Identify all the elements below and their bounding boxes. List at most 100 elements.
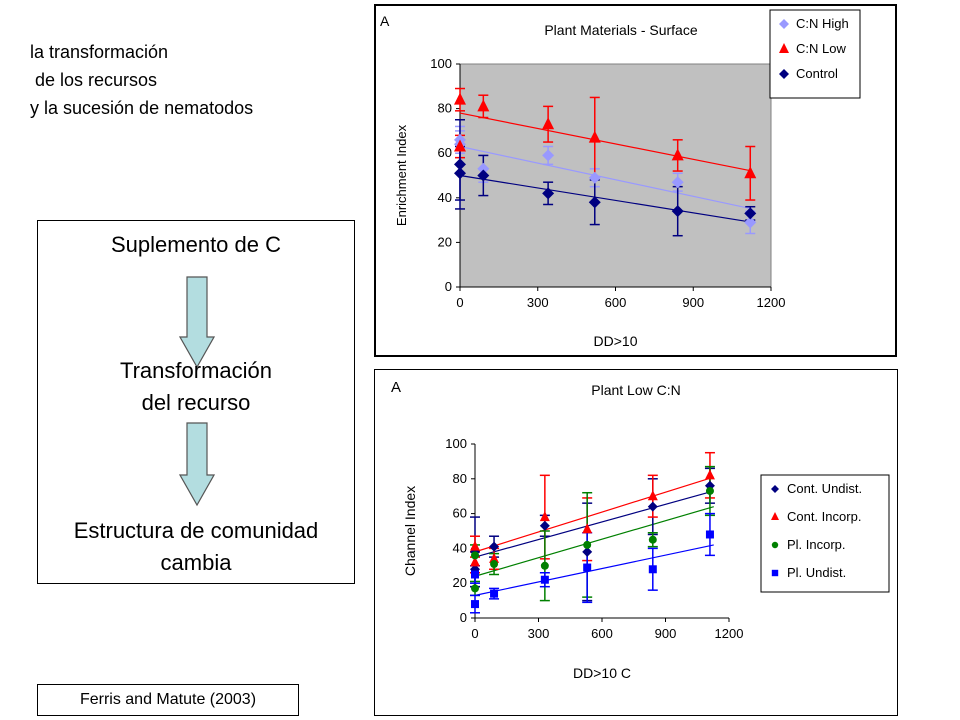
x-tick-label: 900	[682, 295, 704, 310]
trendline	[474, 506, 714, 577]
legend-box	[760, 474, 890, 593]
data-point	[470, 564, 480, 575]
legend-marker	[771, 512, 779, 520]
data-point	[539, 520, 550, 531]
data-point	[671, 205, 684, 218]
legend-label: C:N High	[796, 16, 849, 31]
legend-label: C:N Low	[796, 41, 846, 56]
flow-step-1: Suplemento de C	[111, 232, 281, 257]
data-point	[647, 501, 658, 512]
data-point	[648, 535, 657, 544]
data-point	[588, 130, 601, 143]
y-tick-label: 0	[445, 279, 452, 294]
chart-channel-index: 0 20 40 60 80 100 0 300 600 900 1200 A Plant Low C:N…	[374, 369, 898, 716]
data-point	[671, 176, 684, 189]
trendline	[474, 490, 714, 558]
data-point	[647, 490, 658, 501]
data-point	[454, 92, 466, 105]
x-tick-label: 300	[528, 626, 550, 641]
trendline	[474, 476, 714, 553]
data-point	[470, 540, 480, 551]
x-tick-label: 1200	[715, 626, 744, 641]
legend-label: Cont. Undist.	[787, 481, 862, 496]
legend-label: Cont. Incorp.	[787, 509, 861, 524]
data-point	[477, 99, 490, 112]
trendline	[459, 174, 753, 223]
legend-marker	[771, 541, 779, 549]
data-point	[582, 546, 593, 557]
chart-enrichment-index: 0 20 40 60 80 100 0 300 600 900 1200 A Plant Materia…	[374, 4, 897, 357]
data-point	[588, 171, 601, 184]
chart-channel-index-svg: 0 20 40 60 80 100 0 300 600 900 1200 A Plant Low C:N…	[391, 379, 890, 681]
x-tick-label: 1200	[757, 295, 786, 310]
data-point	[744, 166, 757, 179]
y-axis-label: Channel Index	[402, 486, 418, 576]
legend-label: Pl. Incorp.	[787, 537, 846, 552]
intro-line-2: de los recursos	[30, 70, 158, 90]
data-point	[744, 216, 757, 229]
data-point	[542, 187, 555, 200]
data-point	[542, 117, 555, 130]
data-point	[583, 563, 592, 572]
data-point	[490, 589, 499, 598]
data-point	[744, 207, 757, 220]
data-point	[471, 584, 479, 593]
y-tick-label: 60	[438, 145, 452, 160]
data-point	[705, 530, 714, 539]
arrow-down-icon	[179, 422, 215, 507]
citation-box: Ferris and Matute (2003)	[37, 684, 299, 716]
y-tick-label: 100	[430, 56, 452, 71]
legend-label: Control	[796, 66, 838, 81]
data-point	[542, 149, 555, 162]
data-point	[540, 561, 549, 570]
flow-arrow-down-2	[179, 422, 215, 507]
flow-step-2-line-1: Transformación	[119, 358, 272, 383]
data-point	[477, 162, 490, 175]
chart-enrichment-index-svg: 0 20 40 60 80 100 0 300 600 900 1200 A Plant Materia…	[380, 9, 861, 349]
trendline	[474, 544, 714, 596]
chart-title: Plant Low C:N	[591, 382, 680, 398]
flow-step-3-line-1: Estructura de comunidad	[73, 518, 319, 543]
data-point	[540, 575, 549, 584]
intro-line-1: la transformación	[30, 42, 169, 62]
legend-label: Pl. Undist.	[787, 565, 846, 580]
data-point	[582, 523, 593, 534]
y-tick-label: 80	[453, 471, 467, 486]
flow-arrow-down-1	[179, 276, 215, 369]
arrow-down-icon	[179, 276, 215, 369]
x-tick-label: 600	[605, 295, 627, 310]
y-tick-label: 0	[460, 610, 467, 625]
x-tick-label: 900	[655, 626, 677, 641]
flow-diagram-box: Suplemento de C Transformación del recur…	[37, 220, 355, 584]
y-tick-label: 20	[438, 234, 452, 249]
x-tick-label: 300	[527, 295, 549, 310]
y-axis-label: Enrichment Index	[394, 124, 409, 226]
y-tick-label: 100	[445, 436, 467, 451]
data-point	[705, 486, 714, 495]
data-point	[489, 541, 500, 552]
legend-marker	[779, 69, 789, 79]
data-point	[471, 570, 479, 579]
data-point	[539, 511, 550, 522]
data-point	[454, 139, 466, 152]
data-point	[671, 148, 684, 161]
data-point	[454, 158, 466, 171]
data-point	[490, 560, 499, 569]
plot-area	[459, 63, 772, 288]
y-tick-label: 40	[453, 540, 467, 555]
data-point	[489, 552, 500, 563]
y-tick-label: 40	[438, 190, 452, 205]
legend-marker	[771, 569, 779, 577]
trendline	[459, 112, 753, 172]
flow-step-3-line-2: cambia	[160, 550, 232, 575]
data-point	[477, 169, 490, 182]
data-point	[583, 540, 592, 549]
data-point	[704, 469, 715, 480]
x-axis-label: DD>10	[594, 333, 638, 349]
panel-label: A	[380, 13, 390, 29]
x-tick-label: 0	[456, 295, 463, 310]
data-point	[471, 600, 479, 609]
legend-marker	[779, 19, 789, 29]
legend-marker	[779, 43, 789, 53]
trendline	[459, 145, 753, 210]
